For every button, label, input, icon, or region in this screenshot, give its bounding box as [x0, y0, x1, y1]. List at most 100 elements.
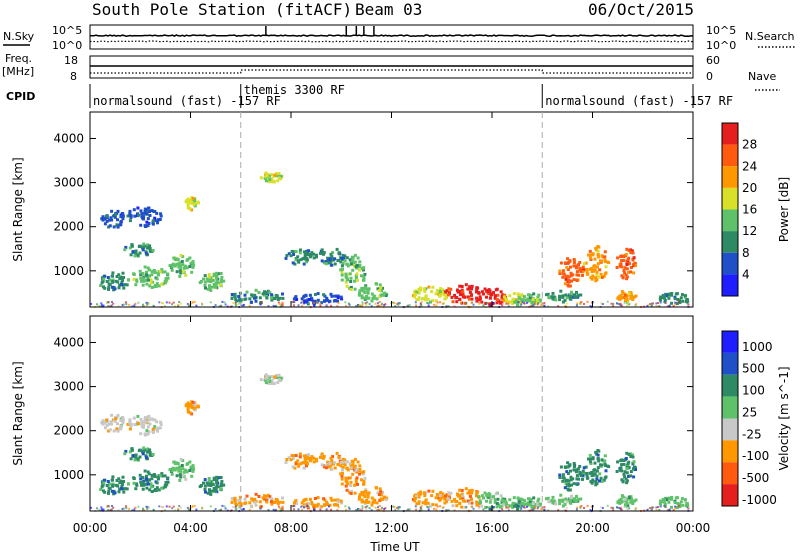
scatter-cell [628, 303, 631, 306]
heatmap-cell [181, 263, 185, 267]
heatmap-cell [575, 477, 579, 481]
heatmap-cell [578, 465, 582, 468]
heatmap-cell [230, 296, 234, 300]
scatter-cell [345, 508, 348, 511]
heatmap-cell [577, 477, 581, 481]
heatmap-cell [441, 492, 445, 496]
scatter-cell [420, 301, 423, 304]
heatmap-cell [449, 287, 453, 291]
scatter-cell [187, 508, 190, 511]
heatmap-cell [146, 482, 150, 486]
heatmap-cell [413, 499, 417, 503]
heatmap-cell [353, 483, 357, 487]
colorbar-swatch [722, 352, 738, 375]
heatmap-cell [661, 296, 665, 300]
heatmap-cell [191, 260, 195, 264]
heatmap-cell [599, 476, 603, 480]
heatmap-cell [616, 460, 620, 464]
scatter-cell [650, 304, 653, 307]
heatmap-cell [143, 265, 147, 269]
heatmap-cell [147, 472, 151, 476]
heatmap-cell [351, 268, 355, 272]
scatter-cell [657, 302, 660, 304]
heatmap-cell [150, 473, 154, 477]
heatmap-cell [291, 454, 295, 458]
heatmap-cell [568, 280, 571, 283]
heatmap-cell [336, 296, 340, 300]
heatmap-cell [134, 453, 138, 457]
heatmap-cell [108, 428, 112, 432]
scatter-cell [547, 305, 550, 308]
heatmap-cell [141, 272, 145, 276]
heatmap-cell [209, 288, 213, 292]
heatmap-cell [353, 464, 357, 468]
heatmap-cell [602, 478, 606, 482]
scatter-cell [396, 303, 398, 305]
scatter-cell [112, 506, 115, 509]
colorbar-tick-label: 25 [742, 405, 757, 419]
heatmap-cell [163, 485, 167, 489]
scatter-cell [292, 300, 295, 303]
heatmap-cell [667, 500, 671, 504]
heatmap-cell [210, 277, 214, 281]
heatmap-cell [358, 493, 362, 497]
scatter-cell [361, 505, 364, 508]
heatmap-cell [307, 502, 311, 505]
scatter-cell [505, 302, 508, 305]
heatmap-cell [592, 472, 596, 476]
scatter-cell [687, 507, 690, 510]
scatter-cell [407, 304, 410, 307]
heatmap-cell [363, 495, 367, 498]
heatmap-cell [148, 488, 152, 492]
heatmap-cell [157, 218, 160, 222]
heatmap-cell [504, 297, 508, 301]
heatmap-cell [434, 503, 438, 507]
heatmap-cell [363, 286, 367, 290]
scatter-cell [125, 303, 128, 306]
heatmap-cell [566, 257, 570, 261]
heatmap-cell [304, 498, 308, 502]
heatmap-cell [569, 494, 573, 498]
scatter-cell [306, 504, 309, 507]
heatmap-cell [219, 487, 222, 491]
heatmap-cell [629, 270, 633, 274]
heatmap-cell [264, 373, 268, 377]
heatmap-cell [150, 286, 154, 289]
heatmap-cell [145, 474, 148, 478]
heatmap-cell [508, 300, 512, 304]
heatmap-cell [372, 500, 376, 504]
scatter-cell [336, 509, 339, 512]
heatmap-cell [153, 216, 157, 220]
scatter-cell [191, 505, 194, 508]
date-label: 06/Oct/2015 [588, 0, 694, 19]
heatmap-cell [570, 483, 573, 487]
heatmap-cell [623, 293, 627, 297]
heatmap-cell [362, 275, 366, 279]
heatmap-cell [590, 270, 594, 274]
heatmap-cell [495, 301, 499, 305]
heatmap-cell [164, 277, 168, 280]
heatmap-cell [204, 490, 207, 494]
heatmap-cell [632, 256, 636, 260]
beam-label: Beam 03 [355, 0, 422, 19]
heatmap-cell [139, 273, 143, 277]
heatmap-cell [163, 270, 167, 274]
heatmap-cell [564, 481, 568, 485]
heatmap-cell [559, 493, 563, 497]
scatter-cell [368, 507, 371, 510]
scatter-cell [319, 506, 322, 509]
heatmap-cell [665, 498, 669, 502]
heatmap-cell [567, 479, 571, 483]
scatter-cell [236, 303, 239, 306]
heatmap-cell [523, 298, 527, 302]
scatter-cell [301, 504, 304, 507]
heatmap-cell [596, 466, 600, 470]
heatmap-cell [287, 456, 291, 460]
scatter-cell [383, 508, 386, 510]
heatmap-cell [356, 278, 359, 282]
heatmap-cell [363, 500, 367, 504]
heatmap-cell [109, 420, 113, 424]
heatmap-cell [563, 282, 567, 286]
heatmap-cell [590, 474, 594, 478]
